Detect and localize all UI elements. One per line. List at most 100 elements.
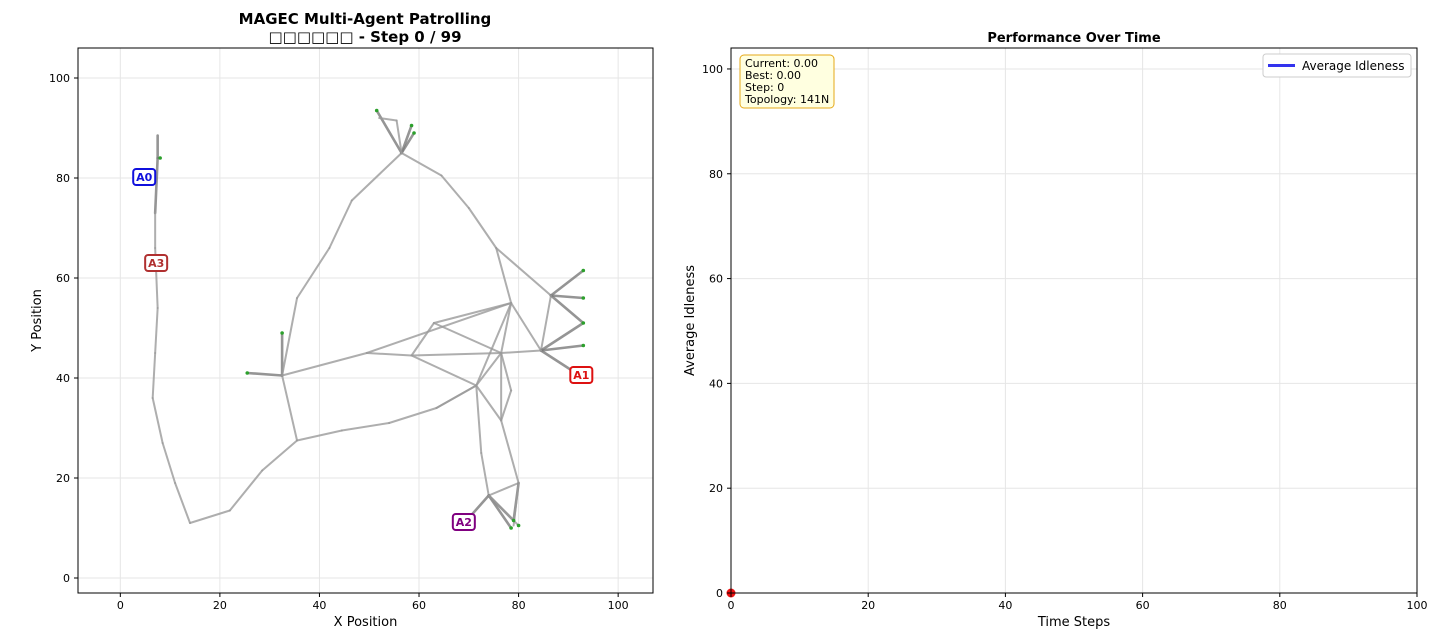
graph-edge [174, 482, 192, 524]
right-plot-frame [730, 47, 1418, 594]
agent-label-text: A1 [573, 369, 589, 382]
right-chart-title: Performance Over Time [987, 31, 1161, 46]
agent-label-box [132, 168, 157, 186]
graph-edge [388, 407, 438, 424]
graph-edge [228, 469, 264, 512]
graph-edge [500, 352, 513, 392]
graph-edge [432, 302, 513, 324]
graph-edge [539, 294, 552, 352]
graph-node [412, 131, 416, 135]
graph-edge [296, 429, 343, 442]
agent-label-box [451, 513, 476, 531]
agent-label-text: A3 [148, 257, 164, 270]
right-x-tick-label: 60 [1136, 599, 1150, 612]
right-y-tick-label: 40 [709, 377, 723, 390]
graph-edge [432, 322, 503, 354]
right-x-tick-label: 40 [998, 599, 1012, 612]
info-current: Current: 0.00 [745, 57, 818, 70]
graph-edge [500, 389, 513, 422]
left-gridlines [78, 48, 653, 593]
right-y-axis-label: Average Idleness [683, 265, 698, 376]
graph-edge [475, 384, 503, 422]
right-y-tick-label: 60 [709, 273, 723, 286]
left-y-tick-label: 0 [63, 572, 70, 585]
graph-edge [350, 152, 403, 202]
graph-node [409, 123, 414, 128]
graph-edge [378, 117, 398, 122]
agent-a3: A3 [144, 254, 169, 272]
right-y-tick-label: 80 [709, 168, 723, 181]
graph-edge [467, 207, 498, 249]
left-x-axis-label: X Position [334, 615, 398, 630]
graph-node [516, 523, 521, 528]
info-best: Best: 0.00 [745, 69, 801, 82]
graph-edge [487, 482, 520, 497]
graph-node [245, 371, 250, 375]
left-y-tick-label: 100 [49, 72, 70, 85]
graph-edge [487, 494, 513, 530]
graph-edge [245, 371, 284, 377]
left-x-tick-label: 60 [412, 599, 426, 612]
agent-label-text: A2 [456, 516, 472, 529]
right-y-tick-label: 20 [709, 482, 723, 495]
left-x-tick-label: 0 [117, 599, 124, 612]
graph-node [581, 321, 586, 325]
graph-edge [480, 452, 490, 497]
graph-node [581, 268, 586, 273]
left-y-tick-label: 20 [56, 472, 70, 485]
left-y-axis-label: Y Position [30, 289, 45, 353]
performance-panel: Performance Over Time 0 20 40 60 80 100 0 20 40 6… [683, 31, 1428, 630]
left-x-tick-label: 80 [512, 599, 526, 612]
graph-edge [539, 321, 585, 352]
graph-edge [475, 302, 513, 387]
graph-edge [365, 352, 413, 357]
graph-node [158, 156, 162, 160]
graph-edge [549, 294, 585, 325]
info-topology: Topology: 141N [744, 93, 829, 106]
graph-edge [410, 354, 478, 387]
left-plot-frame [77, 47, 654, 594]
right-x-tick-label: 100 [1407, 599, 1428, 612]
info-box: Current: 0.00 Best: 0.00 Step: 0 Topolog… [739, 54, 835, 109]
agent-a2: A2 [451, 513, 476, 531]
graph-edge [475, 384, 483, 454]
agent-label-text: A0 [136, 171, 153, 184]
graph-edge [495, 247, 552, 297]
right-y-tick-label: 100 [702, 63, 723, 76]
legend: Average Idleness [1262, 53, 1412, 78]
graph-node [581, 343, 586, 348]
right-x-tick-label: 80 [1273, 599, 1287, 612]
graph-edge [440, 174, 470, 209]
graph-edge [510, 302, 542, 352]
graph-nodes [158, 108, 586, 530]
graph-edge [500, 349, 542, 354]
graph-edge [328, 199, 353, 249]
graph-node [581, 296, 586, 300]
left-x-tick-label: 100 [608, 599, 629, 612]
left-y-tick-label: 60 [56, 272, 70, 285]
patrol-graph-panel: MAGEC Multi-Agent Patrolling □□□□□□ - St… [30, 10, 654, 630]
graph-edge [549, 269, 585, 297]
right-x-tick-label: 0 [728, 599, 735, 612]
graph-edge [296, 247, 331, 299]
graph-edge [512, 482, 520, 527]
graph-edge [365, 302, 513, 354]
graph-node [374, 108, 379, 113]
right-x-tick-label: 20 [861, 599, 875, 612]
agent-label-box [144, 254, 169, 272]
graph-edge [410, 352, 503, 357]
graph-node [509, 526, 513, 530]
graph-edge [400, 152, 443, 177]
info-step: Step: 0 [745, 81, 784, 94]
graph-edge [153, 156, 159, 215]
right-tick-labels: 0 20 40 60 80 100 0 20 40 60 80 100 [702, 63, 1428, 612]
left-chart-subtitle: □□□□□□ - Step 0 / 99 [268, 28, 461, 46]
graph-edges [151, 109, 585, 530]
left-y-tick-label: 40 [56, 372, 70, 385]
graph-edge [151, 397, 164, 444]
left-chart-title: MAGEC Multi-Agent Patrolling [239, 10, 492, 28]
right-x-axis-label: Time Steps [1037, 615, 1111, 630]
agent-label-box [569, 366, 594, 384]
left-x-tick-label: 20 [213, 599, 227, 612]
